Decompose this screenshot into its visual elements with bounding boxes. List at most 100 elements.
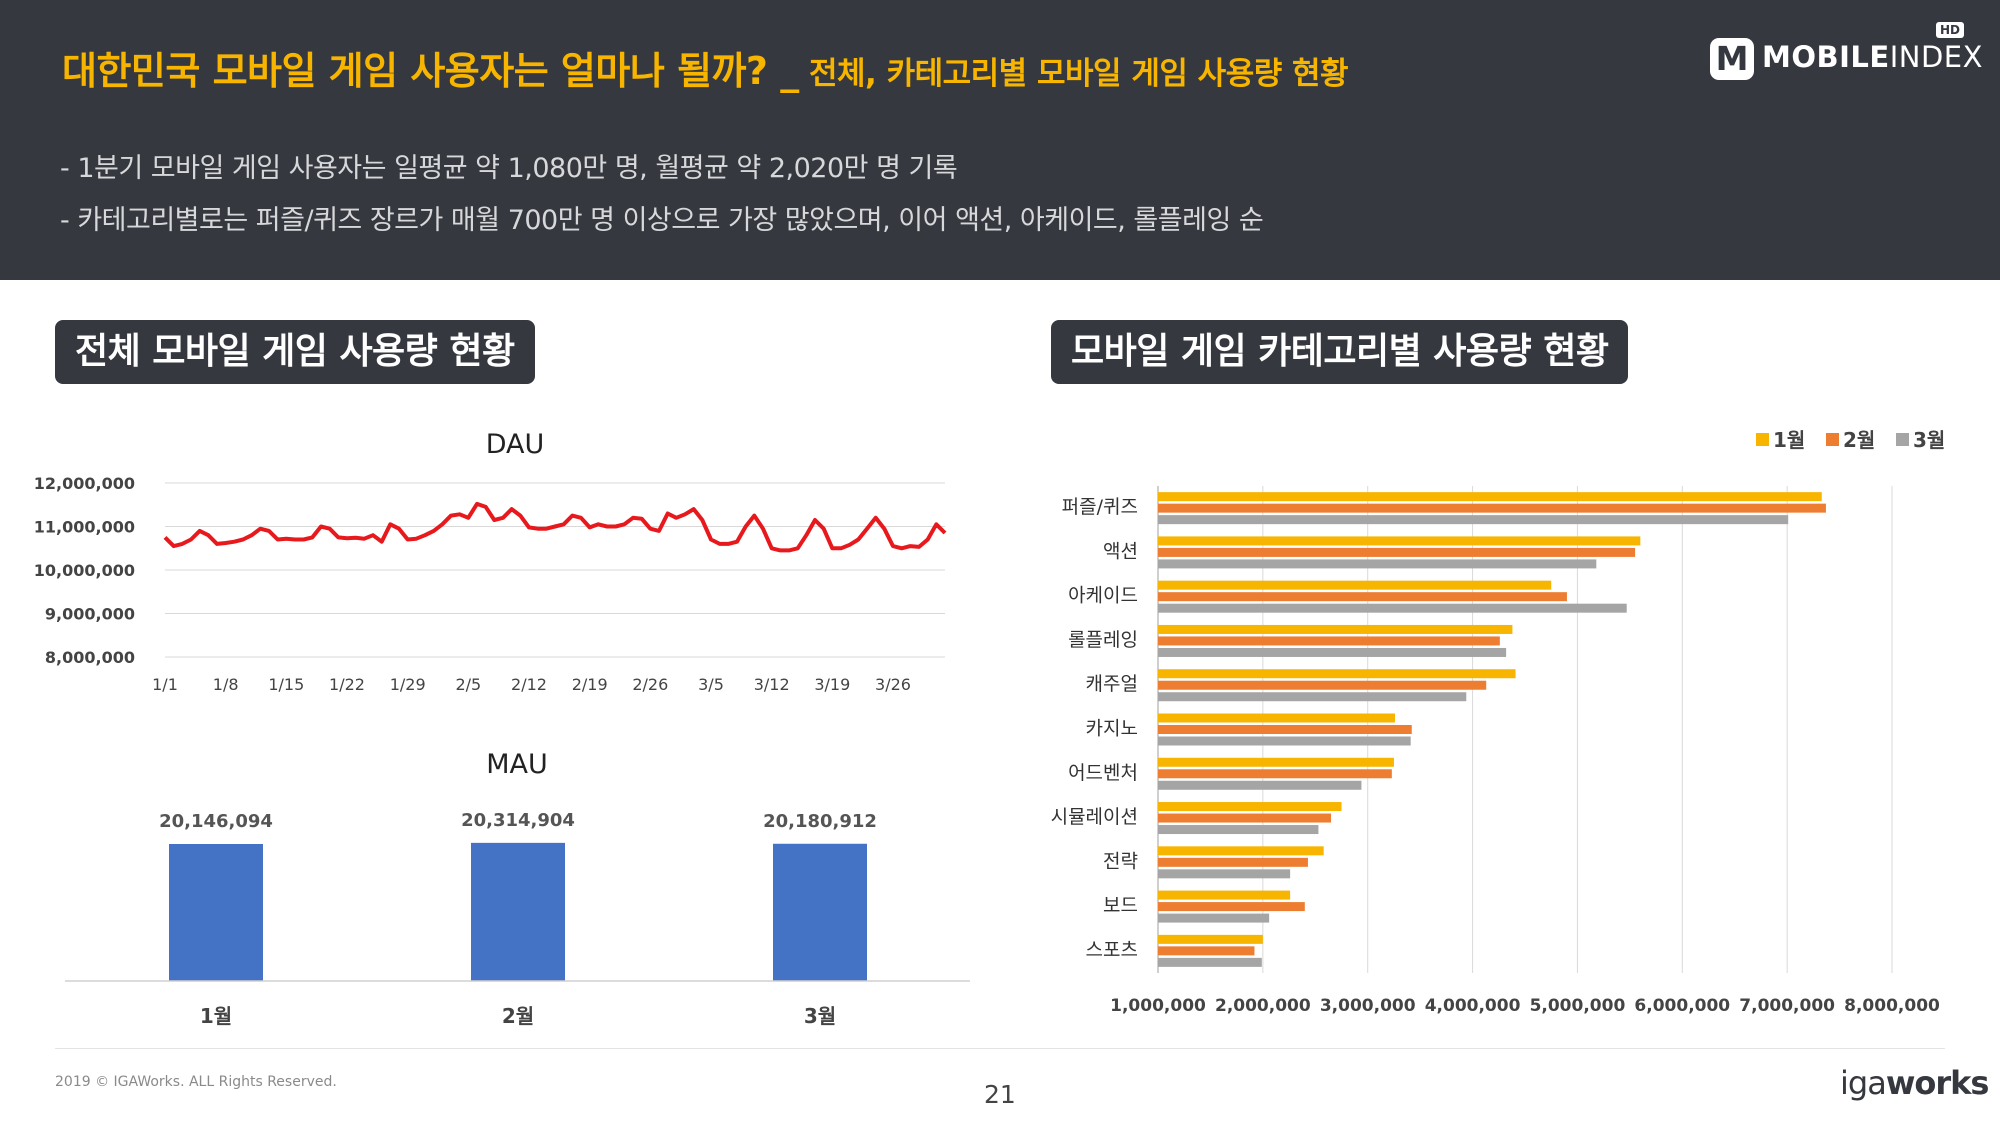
dau-series-line bbox=[163, 501, 947, 553]
category-label: 보드 bbox=[1103, 895, 1138, 917]
category-bar bbox=[1158, 957, 1262, 967]
category-x-tick-label: 7,000,000 bbox=[1739, 996, 1835, 1016]
page-title: 대한민국 모바일 게임 사용자는 얼마나 될까? _ 전체, 카테고리별 모바일… bbox=[62, 40, 1349, 95]
category-label: 시뮬레이션 bbox=[1051, 806, 1138, 828]
logo-wordmark: MOBILEINDEX bbox=[1762, 40, 1983, 74]
category-x-tick-label: 6,000,000 bbox=[1634, 996, 1730, 1016]
mau-value-label: 20,146,094 bbox=[159, 811, 273, 832]
dau-title: DAU bbox=[486, 429, 545, 460]
legend-swatch bbox=[1896, 433, 1909, 446]
category-bar bbox=[1158, 725, 1412, 734]
category-bar bbox=[1158, 636, 1500, 646]
dau-y-tick-label: 12,000,000 bbox=[34, 474, 135, 493]
title-subtitle: 전체, 카테고리별 모바일 게임 사용량 현황 bbox=[798, 56, 1349, 92]
category-x-tick-label: 8,000,000 bbox=[1844, 996, 1940, 1016]
category-bar bbox=[1158, 624, 1513, 634]
category-bar bbox=[1158, 769, 1392, 779]
category-label: 전략 bbox=[1103, 850, 1138, 872]
legend-swatch bbox=[1756, 433, 1769, 446]
category-bar bbox=[1158, 825, 1319, 835]
dau-x-tick-label: 1/15 bbox=[268, 675, 304, 694]
dau-y-tick-label: 10,000,000 bbox=[34, 561, 135, 580]
category-bar bbox=[1158, 515, 1789, 525]
logo-mark-icon: M bbox=[1710, 38, 1754, 80]
category-bar bbox=[1158, 736, 1411, 746]
category-bar bbox=[1158, 780, 1362, 790]
category-bar bbox=[1158, 503, 1826, 513]
title-text: 대한민국 모바일 게임 사용자는 얼마나 될까? _ bbox=[62, 49, 799, 93]
category-bar bbox=[1158, 647, 1507, 657]
category-bar bbox=[1158, 492, 1822, 502]
category-x-tick-label: 3,000,000 bbox=[1320, 996, 1416, 1016]
category-bar bbox=[1158, 934, 1263, 944]
brand-iga: iga bbox=[1840, 1064, 1887, 1102]
category-bar bbox=[1158, 536, 1641, 546]
footer-divider bbox=[55, 1048, 1945, 1049]
category-bar bbox=[1158, 757, 1394, 767]
category-bar bbox=[1158, 580, 1552, 590]
dau-x-tick-label: 3/19 bbox=[814, 675, 850, 694]
category-x-tick-label: 1,000,000 bbox=[1110, 996, 1206, 1016]
category-bar bbox=[1158, 890, 1291, 900]
summary-bullet-2: - 카테고리별로는 퍼즐/퀴즈 장르가 매월 700만 명 이상으로 가장 많았… bbox=[60, 205, 1264, 236]
dau-x-tick-label: 2/26 bbox=[632, 675, 668, 694]
category-label: 액션 bbox=[1103, 540, 1138, 562]
legend-label: 1월 bbox=[1773, 428, 1805, 452]
section-title-overall: 전체 모바일 게임 사용량 현황 bbox=[55, 320, 535, 384]
category-bar bbox=[1158, 813, 1332, 823]
category-bar bbox=[1158, 857, 1308, 867]
dau-x-tick-label: 2/19 bbox=[572, 675, 608, 694]
category-label: 아케이드 bbox=[1068, 585, 1138, 607]
dau-y-tick-label: 9,000,000 bbox=[45, 605, 135, 624]
category-x-tick-label: 2,000,000 bbox=[1215, 996, 1311, 1016]
dau-x-tick-label: 3/5 bbox=[698, 675, 724, 694]
category-label: 롤플레잉 bbox=[1068, 629, 1138, 651]
dau-y-tick-label: 11,000,000 bbox=[34, 518, 135, 537]
legend-swatch bbox=[1826, 433, 1839, 446]
category-bar bbox=[1158, 603, 1627, 613]
page-number: 21 bbox=[984, 1080, 1016, 1109]
dau-x-tick-label: 3/26 bbox=[875, 675, 911, 694]
mau-bar bbox=[773, 843, 867, 981]
category-bar bbox=[1158, 869, 1291, 879]
mau-value-label: 20,314,904 bbox=[461, 810, 575, 831]
summary-bullet-1: - 1분기 모바일 게임 사용자는 일평균 약 1,080만 명, 월평균 약 … bbox=[60, 153, 958, 184]
igaworks-logo: igaworks bbox=[1840, 1064, 1990, 1102]
category-bar bbox=[1158, 846, 1324, 856]
dau-x-tick-label: 3/12 bbox=[754, 675, 790, 694]
category-bar bbox=[1158, 713, 1395, 723]
brand-works: works bbox=[1885, 1064, 1990, 1102]
mobileindex-logo: M MOBILEINDEX HD bbox=[1710, 22, 1982, 86]
legend-label: 3월 bbox=[1913, 428, 1945, 452]
dau-x-tick-label: 1/8 bbox=[213, 675, 239, 694]
logo-bold: MOBILE bbox=[1762, 40, 1890, 74]
copyright-text: 2019 © IGAWorks. ALL Rights Reserved. bbox=[55, 1074, 337, 1090]
mau-category-label: 3월 bbox=[804, 1004, 836, 1028]
category-label: 스포츠 bbox=[1086, 939, 1138, 961]
category-label: 어드벤처 bbox=[1068, 762, 1138, 784]
category-label: 캐주얼 bbox=[1086, 673, 1138, 695]
legend-label: 2월 bbox=[1843, 428, 1875, 452]
category-bar bbox=[1158, 680, 1487, 690]
dau-x-tick-label: 1/29 bbox=[390, 675, 426, 694]
category-label: 퍼즐/퀴즈 bbox=[1062, 496, 1138, 518]
category-bar bbox=[1158, 913, 1270, 923]
category-x-tick-label: 5,000,000 bbox=[1530, 996, 1626, 1016]
dau-x-tick-label: 1/22 bbox=[329, 675, 365, 694]
category-bar bbox=[1158, 547, 1636, 557]
dau-x-tick-label: 2/5 bbox=[455, 675, 481, 694]
mau-value-label: 20,180,912 bbox=[763, 811, 877, 832]
category-label: 카지노 bbox=[1086, 718, 1138, 740]
dau-y-tick-label: 8,000,000 bbox=[45, 648, 135, 667]
category-bar bbox=[1158, 902, 1305, 912]
dau-x-tick-label: 2/12 bbox=[511, 675, 547, 694]
logo-hd-badge: HD bbox=[1936, 22, 1965, 38]
header-banner: 대한민국 모바일 게임 사용자는 얼마나 될까? _ 전체, 카테고리별 모바일… bbox=[0, 0, 2000, 280]
mau-title: MAU bbox=[486, 749, 548, 780]
category-bar bbox=[1158, 802, 1342, 812]
logo-light: INDEX bbox=[1889, 40, 1983, 74]
mau-category-label: 2월 bbox=[502, 1004, 534, 1028]
dau-x-tick-label: 1/1 bbox=[152, 675, 178, 694]
category-x-tick-label: 4,000,000 bbox=[1425, 996, 1521, 1016]
